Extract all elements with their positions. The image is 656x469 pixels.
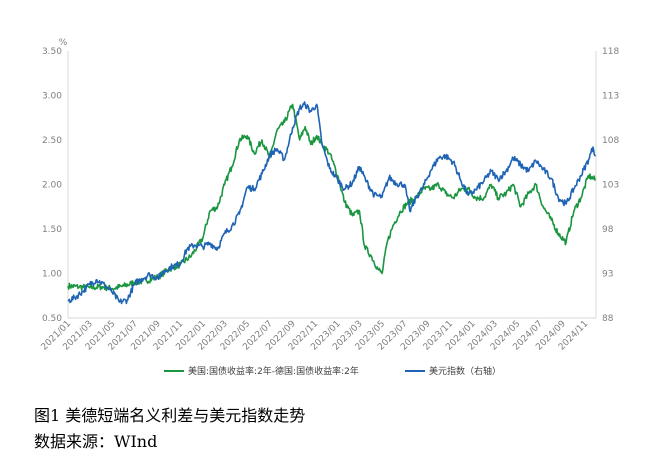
right-tick-label: 103 xyxy=(602,181,619,191)
right-tick-label: 88 xyxy=(602,314,614,324)
left-axis-unit: % xyxy=(59,38,68,48)
legend-item-dollar-index-label: 美元指数（右轴） xyxy=(429,365,501,377)
left-tick-label: 2.50 xyxy=(42,136,62,146)
chart-axes: 0.50 1.00 1.50 2.00 2.50 3.00 3.50% 88 93 98 103 10… xyxy=(40,38,620,353)
right-tick-label: 93 xyxy=(602,270,613,280)
left-tick-label: 1.00 xyxy=(42,270,62,280)
left-tick-label: 2.00 xyxy=(42,181,62,191)
left-tick-label: 3.00 xyxy=(42,92,62,102)
legend-item-yield-spread-label: 美国:国债收益率:2年-德国:国债收益率:2年 xyxy=(188,365,359,377)
source-note: 数据来源：WInd xyxy=(34,432,158,451)
right-tick-label: 108 xyxy=(602,136,619,146)
left-tick-label: 0.50 xyxy=(42,314,62,324)
figure-caption: 图1 美德短端名义利差与美元指数走势 xyxy=(34,406,306,425)
series-line-dollar-index xyxy=(67,101,597,305)
chart-legend: 美国:国债收益率:2年-德国:国债收益率:2年 美元指数（右轴） xyxy=(164,365,501,377)
chart-series xyxy=(67,101,597,305)
left-tick-label: 1.50 xyxy=(42,225,62,235)
right-tick-label: 98 xyxy=(602,225,614,235)
series-line-yield-spread xyxy=(67,103,596,292)
left-tick-label: 3.50 xyxy=(42,47,62,57)
right-tick-label: 118 xyxy=(602,47,619,57)
right-tick-label: 113 xyxy=(602,92,619,102)
